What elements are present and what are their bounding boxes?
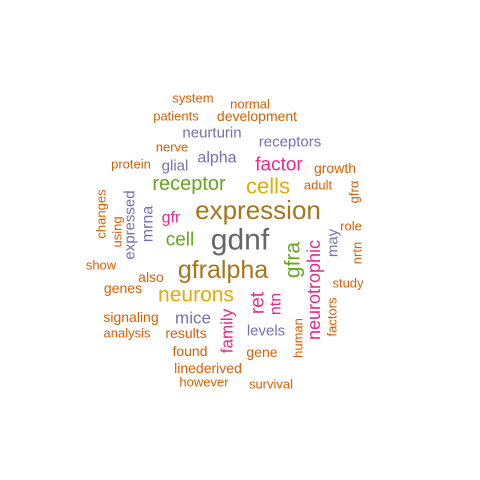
- word-cells: cells: [246, 174, 290, 199]
- word-gfra: gfra: [282, 242, 305, 279]
- word-gene: gene: [246, 344, 277, 360]
- word-ntn: ntn: [268, 293, 285, 315]
- word-however: however: [179, 375, 229, 390]
- word-found: found: [172, 343, 207, 359]
- word-results: results: [165, 325, 206, 341]
- word-development: development: [217, 108, 297, 124]
- word-neurons: neurons: [158, 284, 234, 307]
- word-levels: levels: [247, 323, 285, 340]
- word-receptor: receptor: [152, 173, 226, 195]
- word-study: study: [332, 276, 364, 291]
- word-nerve: nerve: [156, 140, 189, 155]
- word-linederived: linederived: [174, 360, 242, 376]
- word-glial: glial: [162, 158, 189, 175]
- word-nrtn: nrtn: [350, 242, 365, 264]
- word-expressed: expressed: [122, 190, 139, 259]
- word-factor: factor: [255, 155, 303, 176]
- word-gfralpha: gfralpha: [178, 256, 268, 284]
- word-role: role: [340, 219, 362, 234]
- word-show: show: [86, 258, 117, 273]
- word-neurotrophic: neurotrophic: [304, 240, 324, 340]
- word-mrna: mrna: [140, 206, 157, 243]
- word-cell: cell: [166, 230, 195, 251]
- word-changes: changes: [94, 189, 109, 239]
- word-normal: normal: [230, 97, 270, 112]
- word-also: also: [138, 269, 164, 285]
- word-protein: protein: [111, 157, 151, 172]
- word-mice: mice: [175, 309, 211, 328]
- word-may: may: [325, 228, 342, 257]
- word-gfrα: gfrα: [347, 180, 362, 203]
- word-using: using: [110, 216, 125, 247]
- word-system: system: [172, 91, 213, 106]
- word-growth: growth: [314, 160, 356, 176]
- word-adult: adult: [304, 178, 333, 193]
- word-neurturin: neurturin: [182, 125, 241, 142]
- word-survival: survival: [249, 377, 293, 392]
- word-gfr: gfr: [162, 210, 181, 227]
- word-alpha: alpha: [197, 150, 236, 167]
- word-expression: expression: [195, 195, 321, 225]
- word-family: family: [218, 308, 237, 353]
- word-ret: ret: [248, 291, 269, 314]
- word-signaling: signaling: [103, 309, 158, 325]
- word-human: human: [291, 318, 306, 358]
- word-genes: genes: [104, 280, 142, 296]
- word-factors: factors: [325, 297, 340, 337]
- word-receptors: receptors: [259, 134, 322, 151]
- word-analysis: analysis: [104, 326, 151, 341]
- word-gdnf: gdnf: [211, 224, 270, 257]
- word-patients: patients: [153, 109, 199, 124]
